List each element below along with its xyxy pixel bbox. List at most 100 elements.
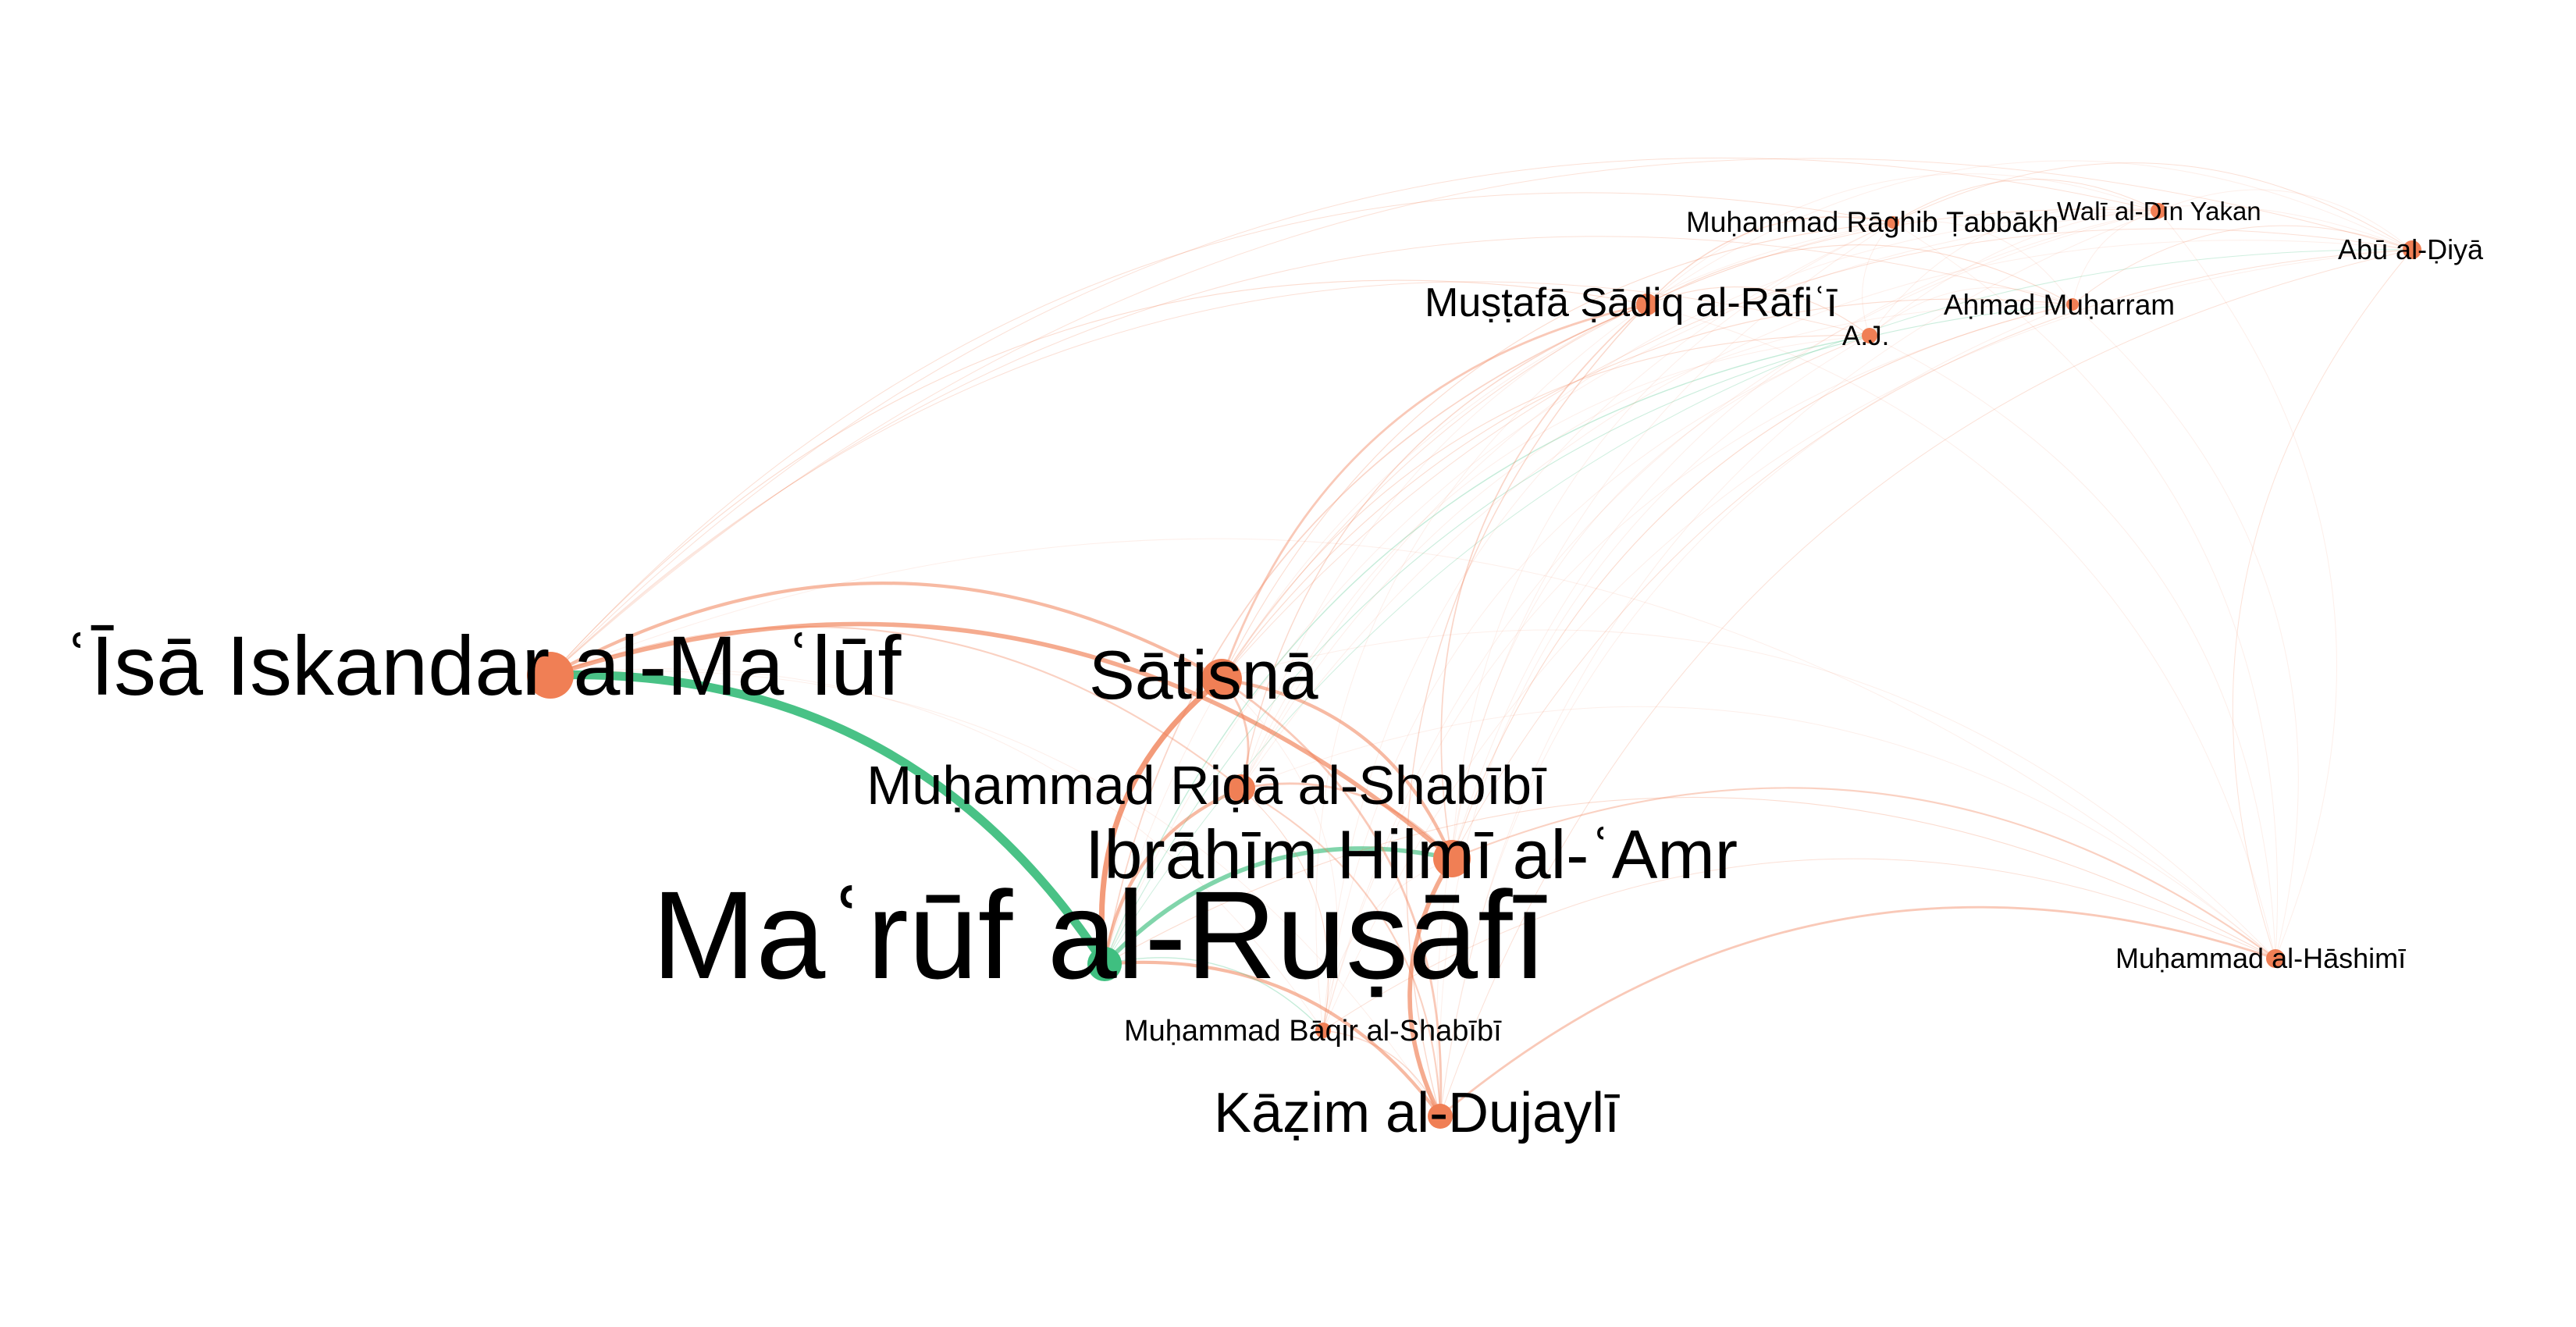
- faint-edge-yakan-diya: [2158, 189, 2413, 251]
- faint-edge-dujayli-aj: [1439, 335, 1870, 1117]
- edge-rusafi-dujayli: [1102, 960, 1443, 1119]
- edge-shabibi_r-dujayli: [1240, 787, 1442, 1118]
- faint-edge-shabibi_r-muharram: [1240, 304, 2073, 789]
- edge-maluf-hilmi: [548, 621, 1454, 861]
- edge-satisna-diya: [1221, 228, 2413, 680]
- edge-hilmi-rafii: [1440, 304, 1648, 859]
- faint-edge-yakan-muharram: [2072, 210, 2159, 305]
- edge-maluf-tabbakh: [550, 192, 1894, 676]
- edge-rusafi-hashimi: [1104, 796, 2276, 965]
- faint-edge-tabbakh-aj: [1862, 222, 1894, 336]
- node-label-maluf: ʿĪsā Iskandar al-Maʿlūf: [62, 618, 902, 713]
- faint-edge-shabibi_b-rafii: [1315, 304, 1648, 1031]
- faint-edge-maluf-dujayli: [550, 671, 1441, 1117]
- edge-shabibi_b-hashimi: [1322, 858, 2276, 1031]
- edge-maluf-shabibi_r: [549, 625, 1243, 790]
- node-label-tabbakh: Muḥammad Rāghib Ṭabbākh: [1686, 206, 2058, 238]
- node-yakan[interactable]: [2151, 203, 2166, 219]
- node-shabibi_r[interactable]: [1227, 774, 1255, 802]
- faint-edge-rafii-diya: [1646, 160, 2413, 305]
- edge-satisna-tabbakh: [1221, 222, 1894, 680]
- edge-hilmi-dujayli: [1407, 856, 1454, 1119]
- edge-dujayli-rafii: [1406, 304, 1648, 1117]
- label-layer: Maʿrūf al-Ruṣāfī ʿĪsā Iskandar al-Maʿlūf S…: [62, 197, 2484, 1144]
- node-rusafi[interactable]: [1087, 947, 1122, 981]
- faint-edge-satisna-shabibi_b: [1221, 678, 1338, 1031]
- node-label-aj: A.J.: [1842, 321, 1889, 351]
- faint-edge-satisna-hashimi: [1221, 629, 2276, 959]
- node-hashimi[interactable]: [2266, 949, 2285, 968]
- edge-hilmi-muharram: [1451, 304, 2073, 859]
- faint-edge-rusafi-yakan: [1104, 210, 2159, 965]
- faint-edge-hilmi-yakan: [1451, 210, 2159, 859]
- edge-rusafi-diya: [1104, 249, 2413, 965]
- edge-rafii-tabbakh: [1646, 216, 1894, 305]
- node-layer: [527, 203, 2421, 1129]
- node-diya[interactable]: [2403, 240, 2421, 259]
- edge-satisna-muharram: [1221, 298, 2073, 680]
- node-satisna[interactable]: [1201, 659, 1242, 699]
- node-label-shabibi_b: Muḥammad Bāqir al-Shabībī: [1124, 1015, 1502, 1048]
- node-tabbakh[interactable]: [1887, 216, 1899, 229]
- edge-satisna-dujayli: [1220, 678, 1443, 1118]
- node-label-satisna: Sātisnā: [1089, 636, 1318, 713]
- edge-satisna-rafii: [1220, 303, 1649, 681]
- faint-edge-shabibi_b-aj: [1322, 335, 1870, 1031]
- edge-satisna-hilmi: [1219, 677, 1454, 861]
- node-hilmi[interactable]: [1433, 840, 1471, 877]
- edge-maluf-diya: [550, 158, 2413, 676]
- node-label-yakan: Walī al-Dīn Yakan: [2057, 197, 2261, 226]
- faint-edge-dujayli-yakan: [1439, 210, 2159, 1117]
- faint-edge-dujayli-tabbakh: [1436, 222, 1894, 1117]
- edge-satisna-yakan: [1221, 208, 2159, 680]
- edge-rusafi-rafii: [1104, 304, 1648, 965]
- node-muharram[interactable]: [2066, 298, 2079, 311]
- faint-edge-shabibi_b-diya: [1322, 249, 2413, 1031]
- node-shabibi_b[interactable]: [1315, 1023, 1331, 1038]
- edge-rusafi-hilmi: [1102, 846, 1454, 966]
- faint-edge-hilmi-aj: [1451, 335, 1870, 859]
- edge-muharram-diya: [2072, 225, 2413, 305]
- edge-dujayli-shabibi_b: [1322, 1030, 1441, 1117]
- node-label-dujayli: Kāẓim al-Dujaylī: [1214, 1082, 1620, 1144]
- faint-edge-rafii-hashimi: [1646, 304, 2276, 959]
- faint-edge-hilmi-shabibi_b: [1322, 858, 1453, 1031]
- node-label-rusafi: Maʿrūf al-Ruṣāfī: [652, 865, 1547, 1005]
- edge-hashimi-diya: [2232, 249, 2413, 959]
- node-label-shabibi_r: Muḥammad Riḍā al-Shabībī: [866, 755, 1547, 816]
- edge-tabbakh-diya: [1892, 162, 2413, 251]
- faint-edge-muharram-hashimi: [2072, 304, 2299, 959]
- edge-hilmi-hashimi: [1450, 787, 2277, 960]
- faint-edge-shabibi_b-tabbakh: [1322, 222, 1894, 1031]
- faint-edge-shabibi_r-tabbakh: [1240, 222, 1894, 789]
- faint-edge-dujayli-muharram: [1439, 304, 2073, 1117]
- node-aj[interactable]: [1862, 328, 1877, 343]
- edge-shabibi_r-rafii: [1240, 304, 1648, 789]
- edge-rusafi-shabibi_r: [1102, 786, 1244, 966]
- edge-rusafi-aj: [1104, 335, 1870, 965]
- node-label-rafii: Muṣṭafā Ṣādiq al-Rāfiʿī: [1425, 280, 1838, 326]
- edge-rafii-muharram: [1646, 244, 2073, 305]
- edge-tabbakh-yakan: [1892, 179, 2159, 223]
- edge-hilmi-shabibi_r: [1240, 782, 1453, 860]
- edge-maluf-yakan: [550, 157, 2159, 676]
- faint-edge-shabibi_r-diya: [1240, 240, 2413, 789]
- node-label-diya: Abū al-Ḍiyā: [2338, 233, 2484, 265]
- edge-maluf-aj: [550, 281, 1870, 676]
- edge-maluf-satisna: [548, 582, 1224, 681]
- faint-edge-hilmi-tabbakh: [1451, 222, 1894, 859]
- faint-edge-rusafi-tabbakh: [1104, 222, 1894, 965]
- node-rafii[interactable]: [1636, 294, 1658, 315]
- faint-edge-shabibi_r-aj: [1240, 335, 1870, 789]
- edge-layer: [546, 157, 2413, 1119]
- node-maluf[interactable]: [527, 652, 574, 699]
- faint-edge-tabbakh-muharram: [1892, 220, 2073, 305]
- faint-edge-yakan-hashimi: [2158, 210, 2337, 959]
- faint-edge-rafii-yakan: [1646, 173, 2159, 305]
- faint-edge-aj-hashimi: [1869, 335, 2276, 959]
- node-label-muharram: Aḥmad Muḥarram: [1944, 289, 2175, 321]
- node-label-hashimi: Muḥammad al-Hāshimī: [2115, 942, 2406, 974]
- edge-satisna-aj: [1221, 335, 1870, 680]
- node-dujayli[interactable]: [1428, 1104, 1453, 1129]
